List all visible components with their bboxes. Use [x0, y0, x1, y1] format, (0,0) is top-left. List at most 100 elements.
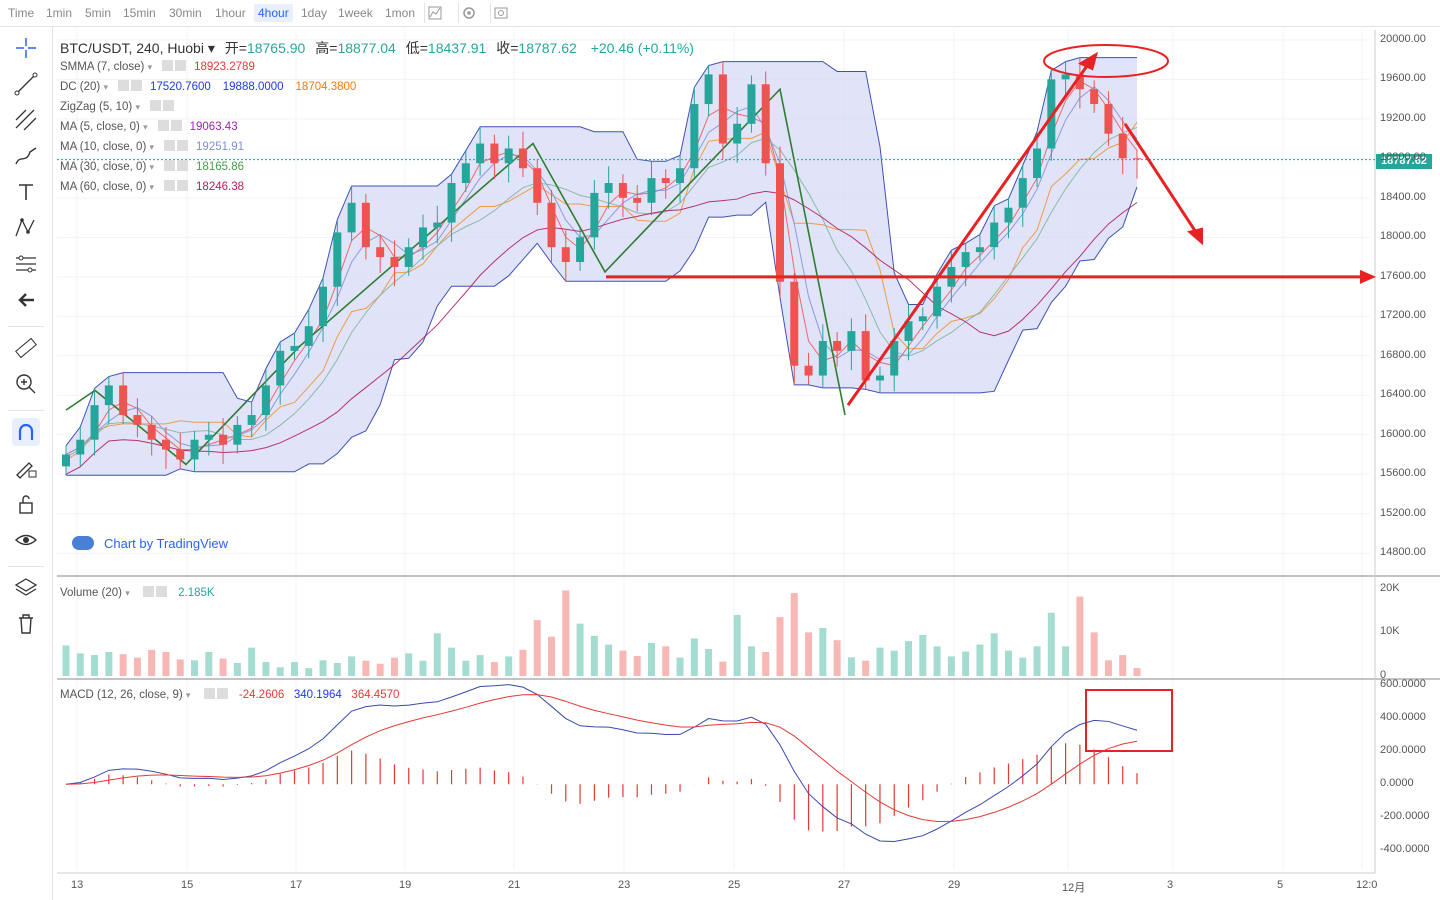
back-arrow-icon[interactable] — [12, 286, 40, 314]
settings-icon[interactable] — [164, 180, 176, 191]
trash-icon[interactable] — [12, 610, 40, 638]
indicator-value: 17520.7600 — [150, 81, 211, 93]
settings-icon[interactable] — [157, 120, 169, 131]
settings-icon[interactable] — [118, 80, 129, 91]
candle-body — [404, 247, 413, 267]
timeframe-1hour[interactable]: 1hour — [215, 6, 246, 20]
ma10-line — [65, 86, 1138, 455]
price-tick-label: 15200.00 — [1380, 506, 1426, 519]
volume-bar — [1033, 646, 1041, 676]
volume-bar — [133, 657, 141, 676]
time-tick-label: 21 — [508, 879, 521, 891]
zoom-in-icon[interactable] — [12, 370, 40, 398]
timeframe-30min[interactable]: 30min — [169, 6, 202, 20]
timeframe-1mon[interactable]: 1mon — [385, 6, 416, 20]
prediction-icon[interactable] — [12, 250, 40, 278]
volume-tick-label: 20K — [1380, 581, 1400, 594]
unlock-icon[interactable] — [12, 490, 40, 518]
indicator-legend-row[interactable]: SMMA (7, close) ▾ 18923.2789 — [60, 60, 255, 73]
ruler-icon[interactable] — [12, 334, 40, 362]
price-tick-label: 19200.00 — [1380, 111, 1426, 124]
volume-bar — [362, 660, 370, 676]
indicator-legend-row[interactable]: MA (10, close, 0) ▾ 19251.91 — [60, 140, 244, 153]
eye-icon[interactable] — [12, 526, 40, 554]
timeframe-1day[interactable]: 1day — [301, 6, 328, 20]
volume-bar — [576, 623, 584, 676]
volume-bar — [490, 662, 498, 676]
close-icon[interactable] — [155, 586, 167, 597]
volume-bar — [662, 646, 670, 676]
timeframe-15min[interactable]: 15min — [123, 6, 156, 20]
candle-body — [1090, 89, 1099, 105]
indicator-legend-row[interactable]: MA (5, close, 0) ▾ 19063.43 — [60, 120, 238, 133]
indicator-legend-row[interactable]: MA (30, close, 0) ▾ 18165.86 — [60, 160, 244, 173]
timeframe-4hour[interactable]: 4hour — [254, 4, 293, 22]
settings-icon[interactable] — [203, 688, 215, 699]
timeframe-1min[interactable]: 1min — [46, 6, 73, 20]
volume-bar — [947, 656, 955, 676]
timeframe-1week[interactable]: 1week — [338, 6, 373, 20]
volume-bar — [562, 590, 570, 676]
settings-icon[interactable] — [164, 160, 176, 171]
candle-body — [376, 247, 385, 258]
trend-line-icon[interactable] — [12, 70, 40, 98]
volume-bar — [505, 656, 513, 676]
close-icon[interactable] — [177, 140, 189, 151]
brush-icon[interactable] — [12, 142, 40, 170]
settings-icon[interactable] — [162, 60, 174, 71]
close-icon[interactable] — [216, 688, 228, 699]
candle-body — [176, 449, 185, 460]
volume-bar — [1090, 632, 1098, 676]
price-tick-label: 16000.00 — [1380, 427, 1426, 440]
close-icon[interactable] — [131, 80, 142, 91]
ma30-line — [65, 126, 1138, 458]
layers-icon[interactable] — [12, 574, 40, 602]
fib-retracement-icon[interactable] — [12, 106, 40, 134]
volume-bar — [476, 655, 484, 676]
lock-drawing-icon[interactable] — [12, 454, 40, 482]
close-icon[interactable] — [177, 180, 189, 191]
close-value: 18787.62 — [518, 40, 577, 56]
close-icon[interactable] — [162, 100, 174, 111]
close-icon[interactable] — [170, 120, 182, 131]
timeframe-time[interactable]: Time — [8, 6, 35, 20]
indicator-settings-icon[interactable] — [458, 3, 479, 23]
screenshot-icon[interactable] — [490, 3, 511, 23]
candle-body — [419, 227, 427, 248]
tradingview-watermark[interactable]: Chart by TradingView — [72, 536, 228, 551]
candle-body — [76, 439, 85, 455]
volume-bar — [105, 652, 113, 676]
close-icon[interactable] — [175, 60, 187, 71]
indicator-value: 19251.91 — [196, 141, 244, 153]
settings-icon[interactable] — [149, 100, 161, 111]
compare-chart-icon[interactable] — [424, 3, 445, 23]
crosshair-icon[interactable] — [12, 34, 40, 62]
indicator-legend-row[interactable]: ZigZag (5, 10) ▾ — [60, 100, 182, 113]
volume-bar — [448, 647, 456, 676]
volume-bar — [433, 633, 441, 676]
candle-body — [1033, 148, 1042, 179]
candle-body — [433, 222, 442, 228]
volume-bar — [876, 647, 884, 676]
pattern-icon[interactable] — [12, 214, 40, 242]
text-icon[interactable] — [12, 178, 40, 206]
indicator-name: MA (30, close, 0) — [60, 161, 147, 173]
candle-body — [319, 286, 328, 327]
magnet-icon[interactable] — [12, 418, 40, 446]
close-icon[interactable] — [177, 160, 189, 171]
indicator-legend-row[interactable]: DC (20) ▾ 17520.7600 19888.0000 18704.3800 — [60, 80, 357, 93]
volume-bar — [176, 659, 184, 676]
timeframe-5min[interactable]: 5min — [85, 6, 112, 20]
settings-icon[interactable] — [164, 140, 176, 151]
candle-body — [604, 183, 613, 193]
settings-icon[interactable] — [142, 586, 154, 597]
indicator-legend-row[interactable]: MA (60, close, 0) ▾ 18246.38 — [60, 180, 244, 193]
drawing-toolbar — [0, 27, 53, 900]
toolbar-divider — [8, 566, 44, 567]
time-tick-label: 23 — [618, 879, 631, 891]
candle-body — [633, 197, 642, 203]
candle-body — [847, 331, 856, 351]
volume-bar — [933, 646, 941, 676]
price-tick-label: 16800.00 — [1380, 348, 1426, 361]
